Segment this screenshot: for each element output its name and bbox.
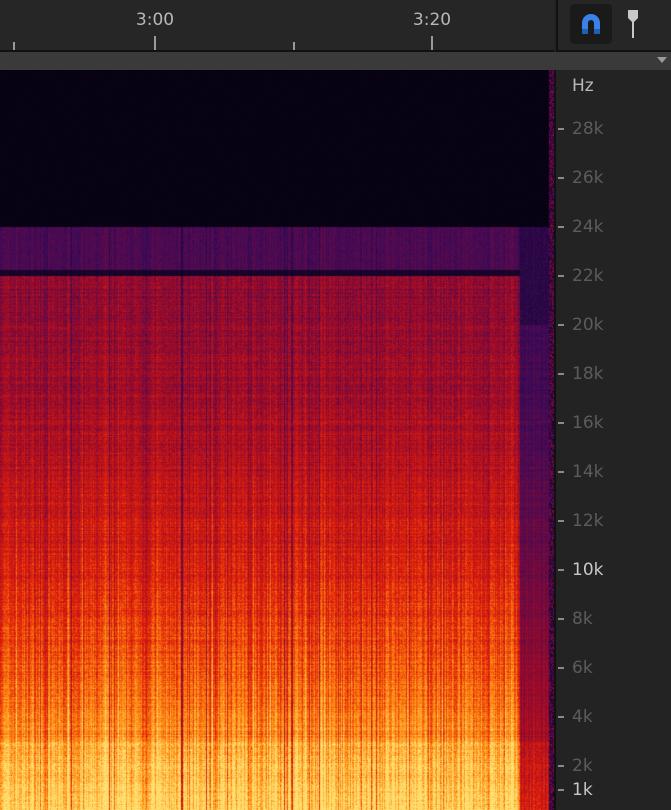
frequency-tick	[558, 177, 564, 179]
frequency-label: 10k	[572, 560, 604, 580]
frequency-label: 22k	[572, 266, 604, 286]
frequency-label: 18k	[572, 364, 604, 384]
frequency-label: 26k	[572, 168, 604, 188]
timeline-major-tick	[431, 36, 433, 50]
frequency-tick	[558, 373, 564, 375]
dropdown-arrow-icon[interactable]	[657, 57, 667, 63]
timeline-minor-tick	[293, 42, 295, 50]
frequency-tick	[558, 275, 564, 277]
frequency-tick	[558, 667, 564, 669]
frequency-label: 6k	[572, 658, 593, 678]
magnet-icon	[582, 14, 600, 34]
frequency-label: 4k	[572, 707, 593, 727]
frequency-label: 2k	[572, 756, 593, 776]
frequency-axis: Hz 28k 26k 24k 22k 20k 18k 16k 14k 12k 10k 8k 6k 4k 2…	[554, 70, 671, 810]
frequency-tick	[558, 618, 564, 620]
frequency-label: 28k	[572, 119, 604, 139]
timeline-ruler[interactable]: 3:00 3:20	[0, 0, 554, 52]
frequency-label: 24k	[572, 217, 604, 237]
snap-toggle-button[interactable]	[570, 4, 612, 44]
frequency-label: 12k	[572, 511, 604, 531]
frequency-label: 8k	[572, 609, 593, 629]
frequency-tick	[558, 765, 564, 767]
frequency-tick	[558, 226, 564, 228]
frequency-label: 1k	[572, 780, 593, 800]
frequency-tick	[558, 422, 564, 424]
playhead-marker-icon[interactable]	[628, 10, 638, 40]
frequency-tick	[558, 128, 564, 130]
timeline-label: 3:20	[412, 10, 452, 30]
frequency-tick	[558, 569, 564, 571]
track-header-bar	[0, 52, 671, 70]
frequency-unit-label: Hz	[572, 76, 594, 96]
frequency-label: 16k	[572, 413, 604, 433]
frequency-label: 14k	[572, 462, 604, 482]
frequency-tick	[558, 716, 564, 718]
timeline-major-tick	[154, 36, 156, 50]
timeline-minor-tick	[13, 42, 15, 50]
frequency-label: 20k	[572, 315, 604, 335]
frequency-tick	[558, 324, 564, 326]
snap-toolbar	[556, 0, 671, 52]
timeline-label: 3:00	[135, 10, 175, 30]
frequency-tick	[558, 520, 564, 522]
frequency-tick	[558, 471, 564, 473]
spectrogram-view[interactable]	[0, 70, 554, 810]
frequency-tick	[558, 789, 564, 791]
